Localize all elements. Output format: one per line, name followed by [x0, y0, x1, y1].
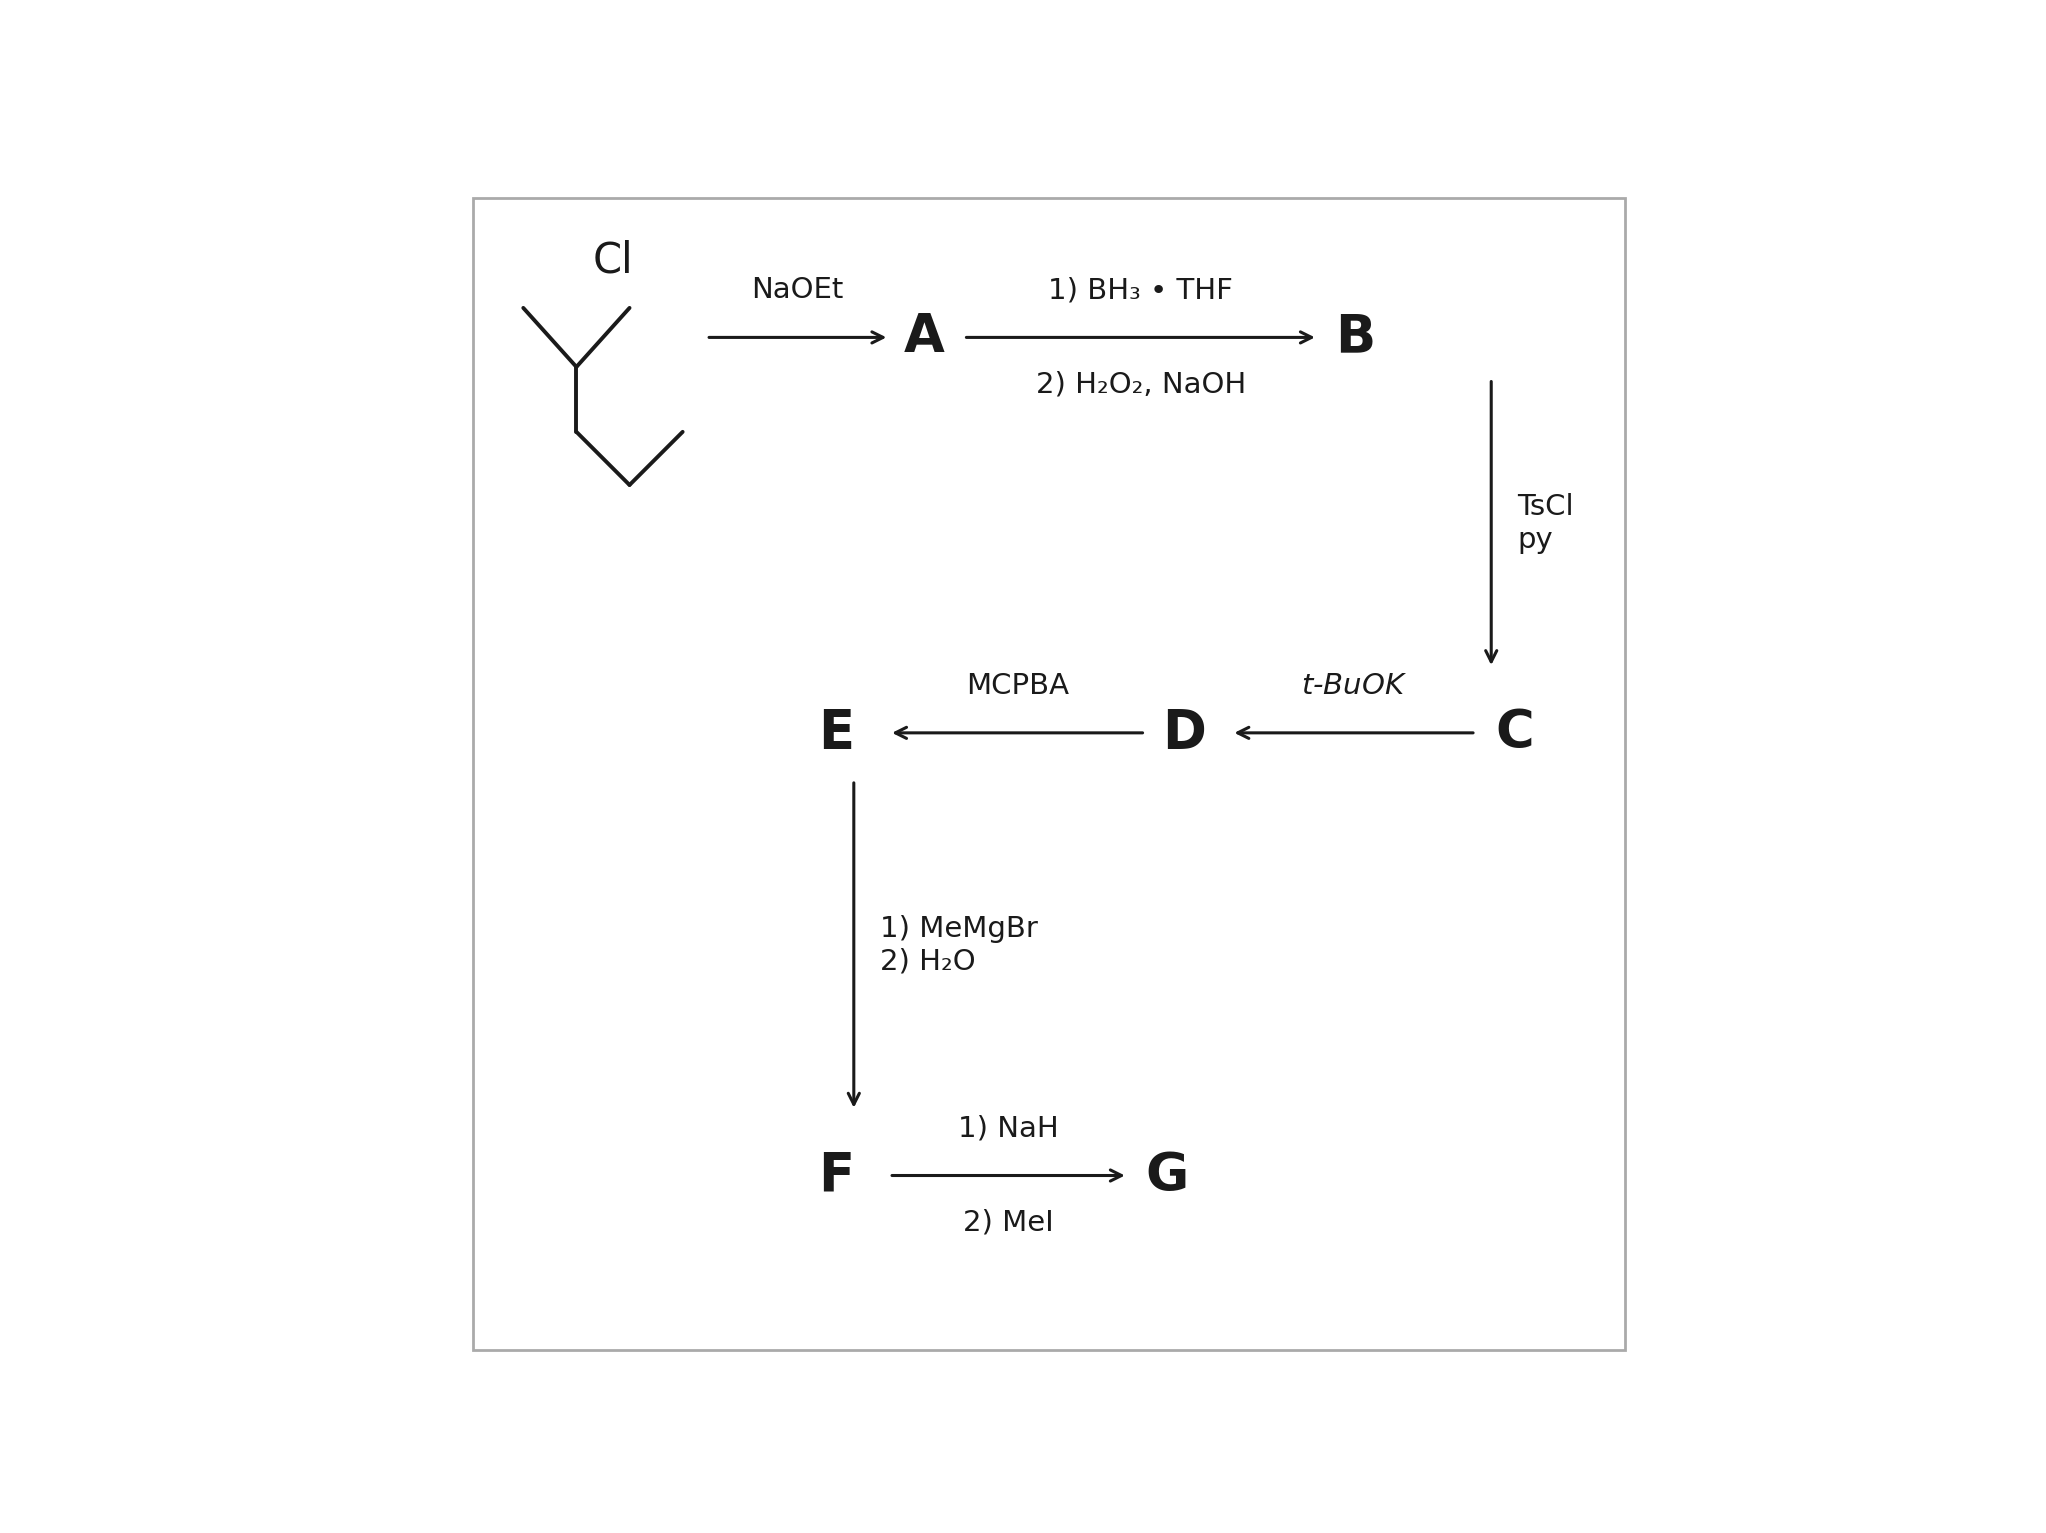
Text: F: F — [818, 1150, 853, 1202]
Text: B: B — [1336, 311, 1375, 363]
Text: TsCl
py: TsCl py — [1518, 494, 1573, 553]
Text: D: D — [1162, 707, 1207, 759]
Text: Cl: Cl — [593, 239, 634, 282]
Text: $t$-BuOK: $t$-BuOK — [1301, 671, 1408, 699]
Text: A: A — [904, 311, 945, 363]
Text: MCPBA: MCPBA — [966, 671, 1068, 699]
Text: C: C — [1496, 707, 1534, 759]
Text: 1) MeMgBr
2) H₂O: 1) MeMgBr 2) H₂O — [880, 915, 1037, 975]
Text: 1) NaH: 1) NaH — [958, 1114, 1060, 1142]
Text: NaOEt: NaOEt — [751, 276, 843, 305]
Text: 2) MeI: 2) MeI — [964, 1208, 1054, 1237]
Text: E: E — [818, 707, 853, 759]
Text: G: G — [1146, 1150, 1189, 1202]
Text: 2) H₂O₂, NaOH: 2) H₂O₂, NaOH — [1035, 371, 1246, 399]
Text: 1) BH₃ • THF: 1) BH₃ • THF — [1048, 276, 1234, 305]
